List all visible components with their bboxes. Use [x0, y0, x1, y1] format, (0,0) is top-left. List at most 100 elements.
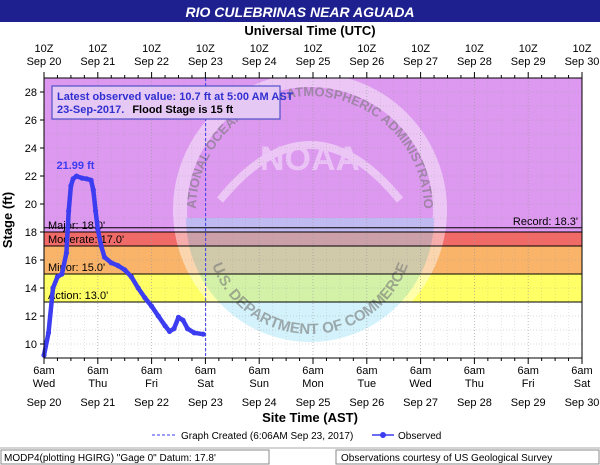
x-top-tick-date: Sep 27 [403, 56, 438, 68]
x-bottom-tick-day: Fri [522, 378, 535, 390]
flood-threshold-lines: Record: 18.3' Major: 18.0' Moderate: 17.0'… [44, 78, 582, 358]
x-bottom-tick-date: Sep 21 [80, 397, 115, 409]
observed-point [115, 263, 121, 269]
y-tick-label: 10 [25, 339, 37, 351]
observed-legend-label: Observed [398, 431, 441, 442]
x-top-tick-date: Sep 28 [457, 56, 492, 68]
major-threshold-label: Major: 18.0' [48, 220, 105, 232]
x-bottom-tick-day: Fri [145, 378, 158, 390]
logo-wordmark: NOAA [260, 140, 360, 178]
observed-point [68, 183, 74, 189]
x-top-tick-time: 10Z [411, 43, 430, 55]
logo-lower-half [186, 218, 434, 342]
latest-value-line2: 23-Sep-2017. Flood Stage is 15 ft [57, 104, 234, 116]
observed-point [63, 250, 70, 256]
x-bottom-tick-day: Mon [302, 378, 323, 390]
y-axis-title: Stage (ft) [0, 192, 15, 248]
x-bottom-tick-time: 6am [195, 365, 216, 377]
observed-point [54, 274, 61, 280]
x-bottom-tick-day: Thu [88, 378, 107, 390]
x-bottom-tick-time: 6am [141, 365, 162, 377]
y-tick-label: 22 [25, 171, 37, 183]
observed-point [162, 323, 168, 329]
observed-point [135, 285, 141, 291]
peak-value-label: 21.99 ft [57, 160, 95, 172]
observed-point [149, 303, 155, 309]
latest-value-box: Latest observed value: 10.7 ft at 5:00 A… [51, 85, 294, 120]
x-bottom-tick-date: Sep 23 [188, 397, 223, 409]
x-bottom-tick-time: 6am [571, 365, 592, 377]
x-top-tick-date: Sep 26 [349, 56, 384, 68]
x-bottom-tick-date: Sep 30 [565, 397, 600, 409]
x-top-tick-date: Sep 23 [188, 56, 223, 68]
observed-point [50, 285, 56, 291]
observed-point [108, 260, 114, 266]
band-moderate [44, 232, 582, 246]
y-tick-label: 28 [25, 87, 37, 99]
x-top-tick-time: 10Z [35, 43, 54, 55]
footer-datum-text: MODP4(plotting HGIRG) "Gage 0" Datum: 17… [4, 453, 216, 464]
noaa-logo-mark: NOAA [173, 73, 447, 347]
x-bottom-tick-day: Wed [409, 378, 431, 390]
footer-right-frame [335, 449, 600, 465]
x-bottom-tick-date: Sep 25 [296, 397, 331, 409]
x-axis-title: Site Time (AST) [262, 410, 358, 425]
observed-point [101, 254, 108, 260]
x-bottom-tick-time: 6am [248, 365, 269, 377]
observed-point [59, 271, 65, 277]
footer-source-text: Observations courtesy of US Geological S… [341, 453, 552, 464]
x-bottom-tick-date: Sep 28 [457, 397, 492, 409]
latest-value-date: 23-Sep-2017. [57, 104, 124, 116]
x-bottom-tick-day: Sat [574, 378, 591, 390]
observed-point [171, 326, 177, 332]
x-bottom-tick-date: Sep 27 [403, 397, 438, 409]
y-tick-label: 20 [25, 199, 37, 211]
observed-point [88, 177, 94, 183]
moderate-threshold-label: Moderate: 17.0' [48, 234, 124, 246]
observed-line [41, 173, 206, 358]
title-bar [0, 0, 600, 22]
x-top-tick-time: 10Z [519, 43, 538, 55]
x-bottom-tick-date: Sep 20 [27, 397, 62, 409]
x-bottom-tick-time: 6am [410, 365, 431, 377]
observed-point [79, 175, 85, 181]
footer-left-frame [0, 449, 270, 465]
x-top-tick-time: 10Z [465, 43, 484, 55]
observed-legend-marker [380, 432, 386, 438]
flood-stage-text: Flood Stage is 15 ft [132, 104, 233, 116]
x-top-tick-date: Sep 20 [27, 56, 62, 68]
band-minor [44, 246, 582, 274]
x-bottom-tick-time: 6am [33, 365, 54, 377]
observed-point [155, 313, 161, 319]
observed-point [73, 173, 80, 179]
chart-title: RIO CULEBRINAS NEAR AGUADA [186, 4, 415, 20]
observed-point [142, 295, 148, 301]
x-bottom-tick-date: Sep 22 [134, 397, 169, 409]
observed-series [41, 173, 206, 358]
y-tick-label: 24 [25, 143, 37, 155]
y-tick-label: 26 [25, 115, 37, 127]
minor-threshold-label: Minor: 15.0' [48, 262, 105, 274]
x-top-tick-time: 10Z [304, 43, 323, 55]
x-bottom-tick-time: 6am [517, 365, 538, 377]
x-bottom-tick-time: 6am [302, 365, 323, 377]
observed-point [92, 208, 99, 214]
x-top-tick-date: Sep 21 [80, 56, 115, 68]
latest-value-box-frame [51, 85, 281, 120]
observed-point [98, 243, 104, 249]
x-top-tick-time: 10Z [250, 43, 269, 55]
x-bottom-tick-day: Wed [33, 378, 55, 390]
x-top-tick-date: Sep 25 [296, 56, 331, 68]
x-top-tick-time: 10Z [196, 43, 215, 55]
observed-point [175, 314, 182, 320]
observed-point [128, 274, 135, 280]
y-tick-label: 18 [25, 227, 37, 239]
chart-legend: Graph Created (6:06AM Sep 23, 2017) Obse… [152, 431, 441, 442]
observed-point [166, 328, 173, 334]
y-tick-label: 14 [25, 283, 37, 295]
graph-created-legend-label: Graph Created (6:06AM Sep 23, 2017) [181, 431, 353, 442]
x-bottom-tick-date: Sep 29 [511, 397, 546, 409]
x-top-tick-date: Sep 24 [242, 56, 277, 68]
